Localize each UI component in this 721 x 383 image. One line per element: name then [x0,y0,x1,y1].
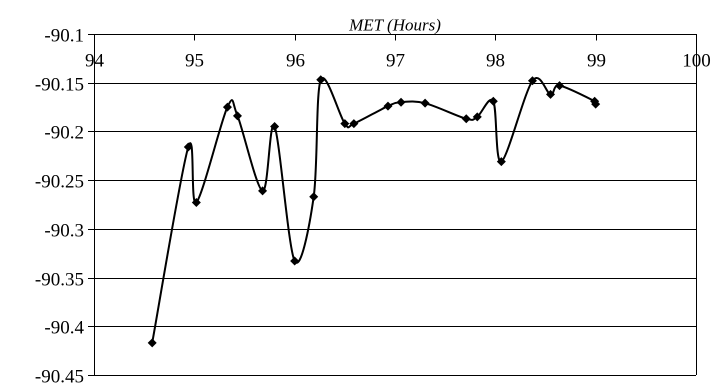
data-point [340,119,350,129]
data-points [147,75,601,348]
data-point [258,186,268,196]
series-line [151,76,599,343]
y-tick-label: -90.1 [44,26,84,47]
x-tick-label: 100 [682,51,711,72]
data-point [191,198,201,208]
data-point [147,338,157,348]
data-point [290,256,300,266]
y-tick-label: -90.45 [35,367,84,383]
data-point [420,98,430,108]
y-tick-labels: -90.1 -90.15 -90.2 -90.25 -90.3 -90.35 -90.4 -9… [35,26,85,383]
data-point [488,96,498,106]
data-point [472,112,482,122]
data-point [309,192,319,202]
x-tick-label: 99 [587,51,606,72]
x-axis-label: MET (Hours) [348,16,441,35]
data-point [546,89,556,99]
x-tick-label: 98 [486,51,505,72]
data-point [270,122,280,132]
y-tick-label: -90.25 [35,172,84,193]
data-point [591,99,601,109]
grid-lines [94,34,696,376]
x-tick-label: 94 [85,51,105,72]
data-point [232,111,242,121]
y-tick-label: -90.4 [44,318,84,339]
x-tick-label: 96 [286,51,305,72]
data-point [183,142,193,152]
y-tick-label: -90.2 [44,123,84,144]
x-tick-label: 97 [386,51,405,72]
data-point [527,76,537,86]
data-point [496,157,506,167]
data-point [555,81,565,91]
data-point [316,75,326,85]
data-point [396,97,406,107]
data-point [222,102,232,112]
y-tick-label: -90.15 [35,75,84,96]
x-tick-label: 95 [185,51,204,72]
axes [88,34,697,376]
y-tick-label: -90.3 [44,221,84,242]
data-point [461,114,471,124]
data-point [383,101,393,111]
data-point [349,119,359,129]
y-tick-label: -90.35 [35,270,84,291]
x-tick-labels: 94 95 96 97 98 99 100 [85,51,711,72]
